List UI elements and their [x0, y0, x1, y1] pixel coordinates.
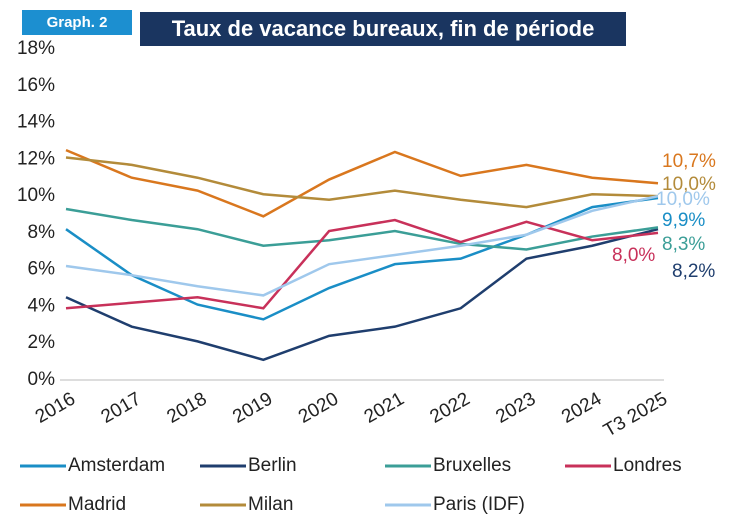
chart-title: Taux de vacance bureaux, fin de période — [172, 16, 595, 41]
series-line — [65, 148, 659, 218]
value-label: 9,9% — [662, 210, 705, 231]
y-tick-label: 16% — [17, 75, 55, 96]
y-tick-label: 14% — [17, 112, 55, 133]
legend-label: Paris (IDF) — [433, 494, 525, 515]
legend-label: Milan — [248, 494, 293, 515]
x-tick-label: 2023 — [492, 388, 539, 427]
y-tick-label: 12% — [17, 148, 55, 169]
legend-label: Bruxelles — [433, 455, 511, 476]
x-tick-label: 2024 — [558, 388, 605, 428]
value-label: 10,7% — [662, 151, 716, 172]
x-tick-label: 2016 — [32, 388, 79, 427]
y-tick-label: 0% — [28, 369, 56, 390]
title-box — [140, 12, 626, 46]
legend-label: Amsterdam — [68, 455, 165, 476]
legend-label: Londres — [613, 455, 682, 476]
x-tick-label: 2022 — [427, 388, 474, 427]
legend-label: Madrid — [68, 494, 126, 515]
value-label: 10,0% — [662, 174, 716, 195]
y-tick-label: 2% — [28, 332, 56, 353]
x-tick-label: 2020 — [295, 388, 342, 427]
y-tick-label: 8% — [28, 222, 56, 243]
series-line — [65, 196, 659, 321]
x-tick-label: 2017 — [98, 388, 145, 427]
series-line — [65, 207, 659, 251]
y-tick-label: 4% — [28, 295, 56, 316]
badge: Graph. 2 — [47, 14, 108, 31]
badge-box — [22, 10, 132, 35]
series-line — [65, 156, 659, 209]
x-tick-label: 2021 — [361, 388, 408, 427]
y-tick-label: 18% — [17, 38, 55, 59]
series-line — [65, 194, 659, 297]
y-tick-label: 10% — [17, 185, 55, 206]
value-label: 8,2% — [672, 261, 715, 282]
value-label: 8,0% — [612, 245, 655, 266]
value-label: 8,3% — [662, 234, 705, 255]
series-line — [65, 218, 659, 310]
series-line — [65, 227, 659, 362]
x-tick-label: 2019 — [229, 388, 276, 427]
x-tick-label: 2018 — [163, 388, 210, 427]
legend-label: Berlin — [248, 455, 297, 476]
y-tick-label: 6% — [28, 259, 56, 280]
x-tick-label: T3 2025 — [600, 388, 671, 441]
value-label: 10,0% — [656, 189, 710, 210]
